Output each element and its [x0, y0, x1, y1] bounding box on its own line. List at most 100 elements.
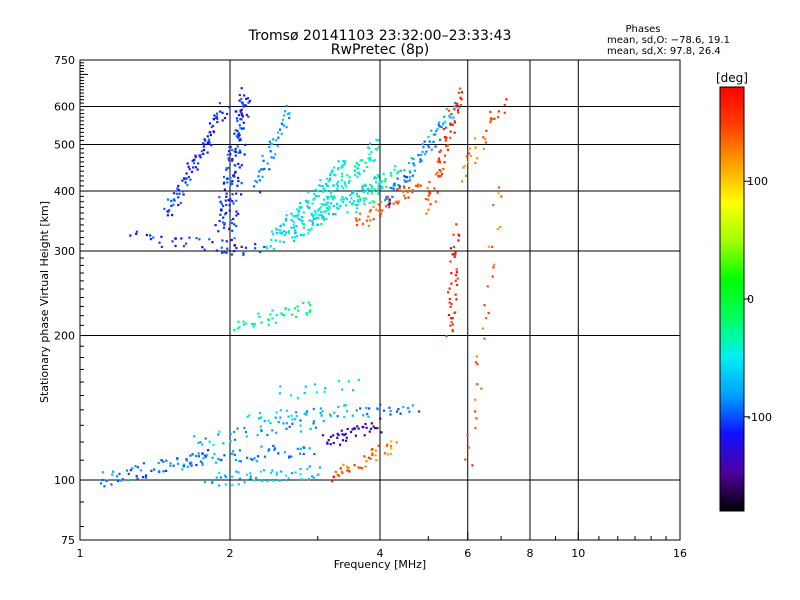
data-point — [230, 238, 233, 242]
data-point — [375, 459, 378, 462]
data-point — [120, 479, 123, 482]
data-point — [386, 453, 389, 456]
data-point — [285, 427, 288, 430]
data-point — [208, 138, 211, 141]
data-point — [345, 185, 348, 188]
data-point — [229, 153, 232, 156]
data-point — [248, 414, 251, 417]
data-point — [238, 149, 242, 152]
data-point — [245, 113, 248, 117]
data-point — [445, 144, 448, 148]
data-point — [340, 185, 343, 188]
data-point — [411, 190, 414, 194]
data-point — [406, 191, 409, 194]
data-point — [188, 236, 191, 239]
data-point — [474, 398, 477, 401]
data-point — [326, 197, 329, 200]
data-point — [380, 185, 384, 188]
data-point — [300, 206, 303, 209]
data-point — [220, 246, 223, 249]
data-point — [262, 159, 265, 162]
data-point — [243, 153, 246, 156]
data-point — [215, 461, 218, 464]
data-point — [235, 192, 238, 195]
data-point — [279, 240, 282, 243]
data-point — [342, 198, 345, 201]
data-point — [465, 155, 468, 158]
data-point — [399, 169, 402, 172]
data-point — [362, 188, 365, 191]
data-point — [327, 212, 330, 215]
data-point — [229, 181, 232, 184]
data-point — [257, 417, 261, 420]
data-point — [186, 162, 189, 165]
data-point — [237, 134, 240, 137]
data-point — [270, 230, 274, 233]
data-point — [284, 218, 288, 221]
data-point — [340, 175, 343, 178]
data-point — [267, 449, 270, 453]
data-point — [329, 414, 333, 418]
data-point — [369, 427, 373, 430]
data-point — [411, 404, 415, 407]
data-point — [408, 176, 412, 179]
data-point — [414, 184, 418, 187]
data-point — [417, 183, 420, 186]
data-point — [299, 419, 302, 422]
data-point — [483, 304, 486, 307]
data-point — [285, 231, 288, 234]
data-point — [491, 245, 494, 248]
data-point — [313, 192, 316, 195]
data-point — [290, 212, 293, 215]
data-point — [338, 443, 342, 446]
data-point — [231, 157, 234, 161]
data-point — [358, 466, 361, 469]
data-point — [255, 476, 258, 480]
data-point — [320, 223, 323, 226]
data-point — [331, 213, 335, 216]
data-point — [188, 168, 191, 171]
data-point — [317, 190, 320, 193]
data-point — [249, 475, 252, 478]
data-point — [190, 464, 193, 467]
data-point — [267, 448, 271, 451]
data-point — [405, 176, 409, 179]
data-point — [482, 147, 485, 150]
data-point — [370, 185, 374, 188]
data-point — [305, 313, 309, 316]
data-point — [139, 469, 143, 472]
data-point — [192, 162, 196, 165]
data-point — [249, 472, 252, 475]
data-point — [381, 209, 384, 212]
data-point — [299, 218, 302, 222]
data-point — [272, 156, 275, 159]
data-point — [294, 418, 297, 421]
data-point — [162, 460, 165, 463]
data-point — [282, 240, 285, 244]
y-tick-label: 200 — [54, 330, 75, 343]
data-point — [103, 485, 106, 488]
data-point — [203, 138, 206, 141]
data-point — [206, 151, 209, 154]
data-point — [240, 113, 244, 117]
data-point — [475, 417, 478, 420]
data-point — [225, 168, 228, 171]
data-point — [382, 409, 386, 412]
data-point — [320, 210, 323, 214]
data-point — [334, 213, 337, 216]
data-point — [423, 140, 426, 143]
data-point — [263, 167, 266, 171]
data-point — [279, 416, 282, 419]
data-point — [384, 205, 388, 208]
data-point — [242, 121, 245, 124]
data-point — [317, 473, 320, 476]
data-point — [270, 156, 273, 159]
data-point — [353, 169, 356, 172]
data-point — [352, 427, 356, 430]
data-point — [440, 125, 443, 129]
data-point — [448, 297, 451, 301]
data-point — [211, 241, 214, 244]
data-point — [219, 110, 222, 113]
data-point — [487, 245, 491, 248]
data-point — [225, 203, 228, 207]
